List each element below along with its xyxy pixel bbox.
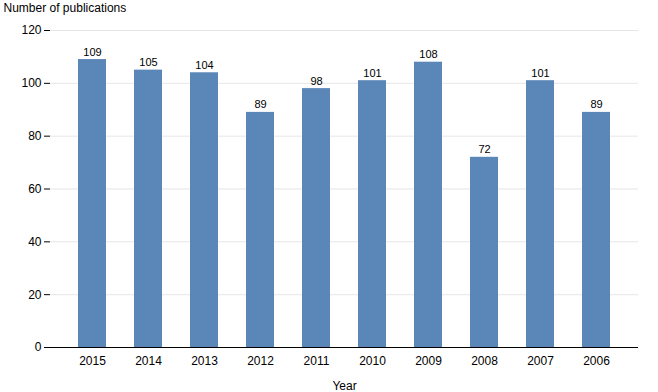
svg-text:98: 98 (310, 75, 322, 87)
svg-text:89: 89 (590, 98, 602, 110)
svg-text:2013: 2013 (191, 354, 218, 368)
svg-text:2007: 2007 (527, 354, 554, 368)
svg-text:2010: 2010 (359, 354, 386, 368)
svg-text:2014: 2014 (135, 354, 162, 368)
svg-text:0: 0 (35, 340, 42, 354)
svg-text:105: 105 (139, 56, 157, 68)
svg-text:60: 60 (28, 182, 42, 196)
svg-text:2008: 2008 (471, 354, 498, 368)
svg-text:108: 108 (419, 48, 437, 60)
svg-text:101: 101 (363, 67, 381, 79)
svg-text:40: 40 (28, 235, 42, 249)
svg-text:20: 20 (28, 288, 42, 302)
svg-text:2006: 2006 (583, 354, 610, 368)
svg-text:101: 101 (531, 67, 549, 79)
svg-text:Number of publications: Number of publications (4, 1, 127, 15)
svg-text:120: 120 (21, 23, 41, 37)
svg-text:Year: Year (332, 379, 356, 392)
svg-text:100: 100 (21, 76, 41, 90)
svg-text:104: 104 (195, 59, 213, 71)
svg-text:2011: 2011 (304, 354, 330, 368)
svg-text:89: 89 (254, 98, 266, 110)
svg-text:72: 72 (478, 143, 490, 155)
svg-text:109: 109 (83, 46, 101, 58)
svg-text:2012: 2012 (247, 354, 274, 368)
svg-text:2015: 2015 (79, 354, 106, 368)
svg-text:80: 80 (28, 129, 42, 143)
svg-text:2009: 2009 (415, 354, 442, 368)
